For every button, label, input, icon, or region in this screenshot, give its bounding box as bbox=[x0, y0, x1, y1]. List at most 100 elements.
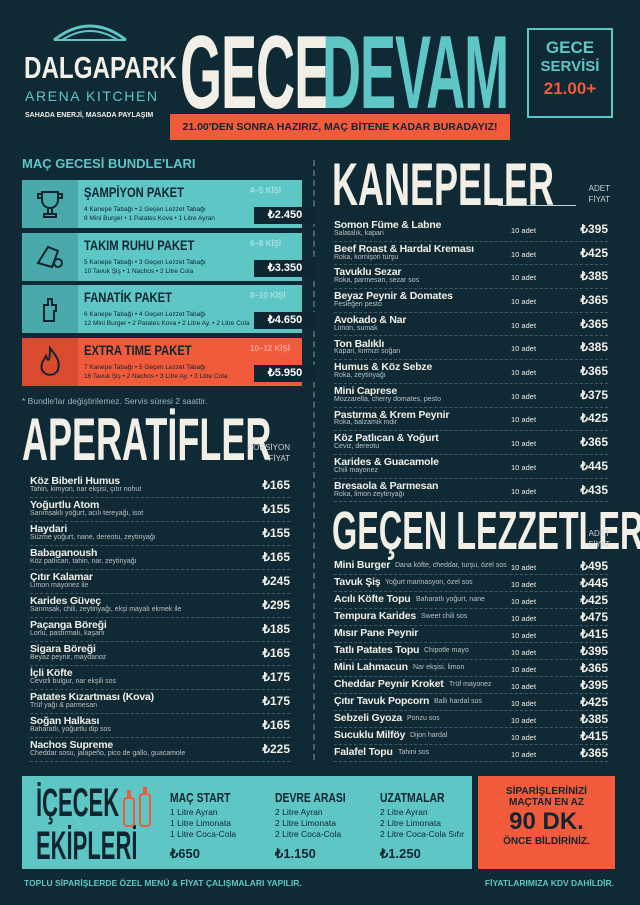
item-price: ₺365 bbox=[580, 316, 608, 331]
item-desc: Köz patlıcan, tahin, nar, zeytinyağı bbox=[30, 558, 137, 565]
item-name: Humus & Köz Sebze bbox=[334, 361, 433, 374]
drinks-title: İÇECEK bbox=[36, 781, 120, 825]
item-name: Cheddar Peynir Kroket bbox=[334, 678, 444, 690]
item-desc: Cevizli bulgur, nar ekşili sos bbox=[30, 678, 116, 685]
bundle-name: TAKIM RUHU PAKET bbox=[84, 236, 195, 253]
item-desc: Trüf mayonez bbox=[449, 681, 492, 688]
item-price: ₺425 bbox=[580, 592, 608, 607]
item-name: Çıtır Kalamar bbox=[30, 571, 93, 583]
item-name: Babaganoush bbox=[30, 547, 98, 559]
menu-row: Mini Caprese Mozzarella, cherry domates, … bbox=[334, 384, 608, 408]
bottles-icon bbox=[123, 787, 151, 827]
package-line: 1 Litre Ayran bbox=[170, 807, 218, 817]
package-line: 2 Litre Limonata bbox=[380, 818, 441, 828]
footer-left: TOPLU SİPARİŞLERDE ÖZEL MENÜ & FİYAT ÇAL… bbox=[24, 878, 302, 888]
item-name: Haydari bbox=[30, 523, 68, 535]
item-name: Karides Güveç bbox=[30, 595, 101, 607]
banner: 21.00'DEN SONRA HAZIRIZ, MAÇ BİTENE KADA… bbox=[170, 114, 510, 140]
item-desc: Limon, sumak bbox=[334, 324, 378, 332]
item-name: Pastırma & Krem Peynir bbox=[334, 408, 450, 421]
item-name: Mini Lahmacun bbox=[334, 661, 408, 673]
package-line: 2 Litre Ayran bbox=[380, 807, 428, 817]
item-unit: 10 adet bbox=[511, 596, 537, 606]
item-name: Sebzeli Gyoza bbox=[334, 712, 403, 724]
item-desc: Roka, limon zeytinyağı bbox=[334, 490, 405, 498]
item-desc: Dijon hardal bbox=[410, 732, 448, 739]
bundle-people: 4–5 KİŞİ bbox=[250, 186, 282, 195]
item-price: ₺245 bbox=[262, 574, 290, 588]
menu-row: Acılı Köfte Topu Baharatlı yoğurt, nane 10… bbox=[334, 592, 608, 609]
menu-row: Yoğurtlu Atom Sarımsaklı yoğurt, acılı te… bbox=[30, 498, 290, 522]
icon bbox=[37, 191, 63, 218]
item-price: ₺395 bbox=[580, 643, 608, 658]
package-line: 1 Litre Coca-Cola bbox=[170, 829, 237, 839]
item-price: ₺155 bbox=[262, 502, 290, 516]
menu-row: Sucuklu Milföy Dijon hardal 10 adet ₺415 bbox=[334, 728, 608, 745]
item-price: ₺165 bbox=[262, 718, 290, 732]
item-unit: 10 adet bbox=[511, 715, 537, 725]
item-price: ₺385 bbox=[580, 269, 608, 284]
item-name: Patates Kızartması (Kova) bbox=[30, 691, 154, 703]
menu-row: Sigara Böreği Beyaz peynir, maydanoz ₺165 bbox=[30, 642, 290, 666]
item-unit: 10 adet bbox=[511, 462, 537, 472]
item-name: Sigara Böreği bbox=[30, 643, 96, 655]
bundle-line: 12 Mini Burger • 2 Patates Kova • 2 Litr… bbox=[84, 320, 250, 327]
notice-line: SİPARİŞLERİNİZİ bbox=[506, 786, 587, 797]
service-badge: GECE SERVİSİ 21.00+ bbox=[527, 28, 613, 118]
menu-row: Tavuk Şiş Yoğurt marinasyon, özel sos 10 a… bbox=[334, 575, 608, 592]
item-name: Köz Patlıcan & Yoğurt bbox=[334, 432, 439, 445]
item-price: ₺445 bbox=[580, 575, 608, 590]
item-name: Bresaola & Parmesan bbox=[334, 479, 439, 492]
item-desc: Yoğurt marinasyon, özel sos bbox=[385, 579, 473, 586]
item-price: ₺165 bbox=[262, 478, 290, 492]
bundle-people: 10–12 KİŞİ bbox=[250, 343, 291, 353]
bundle-name: FANATİK PAKET bbox=[84, 289, 172, 305]
item-desc: Roka, balzamik indir bbox=[334, 419, 398, 427]
item-unit: 10 adet bbox=[511, 579, 537, 589]
badge-line: GECE bbox=[545, 38, 595, 57]
item-name: Sucuklu Milföy bbox=[334, 729, 406, 741]
item-name: Mini Caprese bbox=[334, 384, 397, 397]
item-desc: Roka, zeytinyağı bbox=[334, 372, 386, 380]
item-price: ₺475 bbox=[580, 609, 608, 624]
item-price: ₺385 bbox=[580, 711, 608, 726]
menu-row: Karides & Guacamole Chili mayonez 10 adet ₺… bbox=[334, 455, 608, 479]
subbrand: ARENA KITCHEN bbox=[25, 88, 159, 104]
package-price: ₺650 bbox=[170, 846, 200, 861]
icon bbox=[40, 344, 60, 376]
item-unit: 10 adet bbox=[511, 562, 537, 572]
item-price: ₺175 bbox=[262, 694, 290, 708]
menu-row: Köz Biberli Humus Tahin, kimyon, nar ekşi… bbox=[30, 474, 290, 498]
item-price: ₺175 bbox=[262, 670, 290, 684]
section-title: MAÇ GECESİ BUNDLE'LARI bbox=[22, 156, 196, 171]
item-unit: 10 adet bbox=[511, 320, 537, 330]
package-line: 2 Litre Ayran bbox=[275, 807, 323, 817]
menu-row: Pastırma & Krem Peynir Roka, balzamik ind… bbox=[334, 408, 608, 432]
item-name: Falafel Topu bbox=[334, 746, 393, 758]
menu-row: Çıtır Kalamar Limon mayonez ile ₺245 bbox=[30, 570, 290, 594]
package-name: UZATMALAR bbox=[380, 790, 445, 805]
bundle-icon bbox=[22, 337, 78, 386]
item-name: Mini Burger bbox=[334, 559, 391, 571]
item-unit: 10 adet bbox=[511, 391, 537, 401]
item-unit: 10 adet bbox=[511, 368, 537, 378]
item-name: Beef Roast & Hardal Kreması bbox=[334, 242, 474, 255]
item-desc: Sarımsak, chili, zeytinyağı, ekşi mayalı… bbox=[30, 606, 182, 613]
bundle-icon bbox=[22, 232, 78, 281]
item-price: ₺365 bbox=[580, 745, 608, 760]
item-desc: Nar ekşisi, limon bbox=[413, 664, 465, 671]
bundle-note: * Bundle'lar değiştirilemez. Servis süre… bbox=[22, 396, 208, 406]
item-desc: Trüf yağı & parmesan bbox=[30, 702, 98, 709]
item-price: ₺395 bbox=[580, 677, 608, 692]
item-unit: 10 adet bbox=[511, 664, 537, 674]
item-desc: Salatalık, kapari bbox=[334, 229, 384, 237]
item-desc: Lorlu, pastırmalı, kaşarlı bbox=[30, 630, 105, 637]
item-desc: Ponzu sos bbox=[407, 715, 440, 722]
bundle-price: ₺3.350 bbox=[254, 259, 316, 277]
badge-time: 21.00+ bbox=[543, 79, 597, 98]
item-name: Tempura Karides bbox=[334, 610, 416, 622]
item-desc: Tahin, kimyon, nar ekşisi, çıtır nohut bbox=[30, 486, 142, 493]
item-price: ₺435 bbox=[580, 482, 608, 497]
bundle-people: 6–8 KİŞİ bbox=[250, 238, 282, 248]
item-name: Acılı Köfte Topu bbox=[334, 593, 411, 605]
